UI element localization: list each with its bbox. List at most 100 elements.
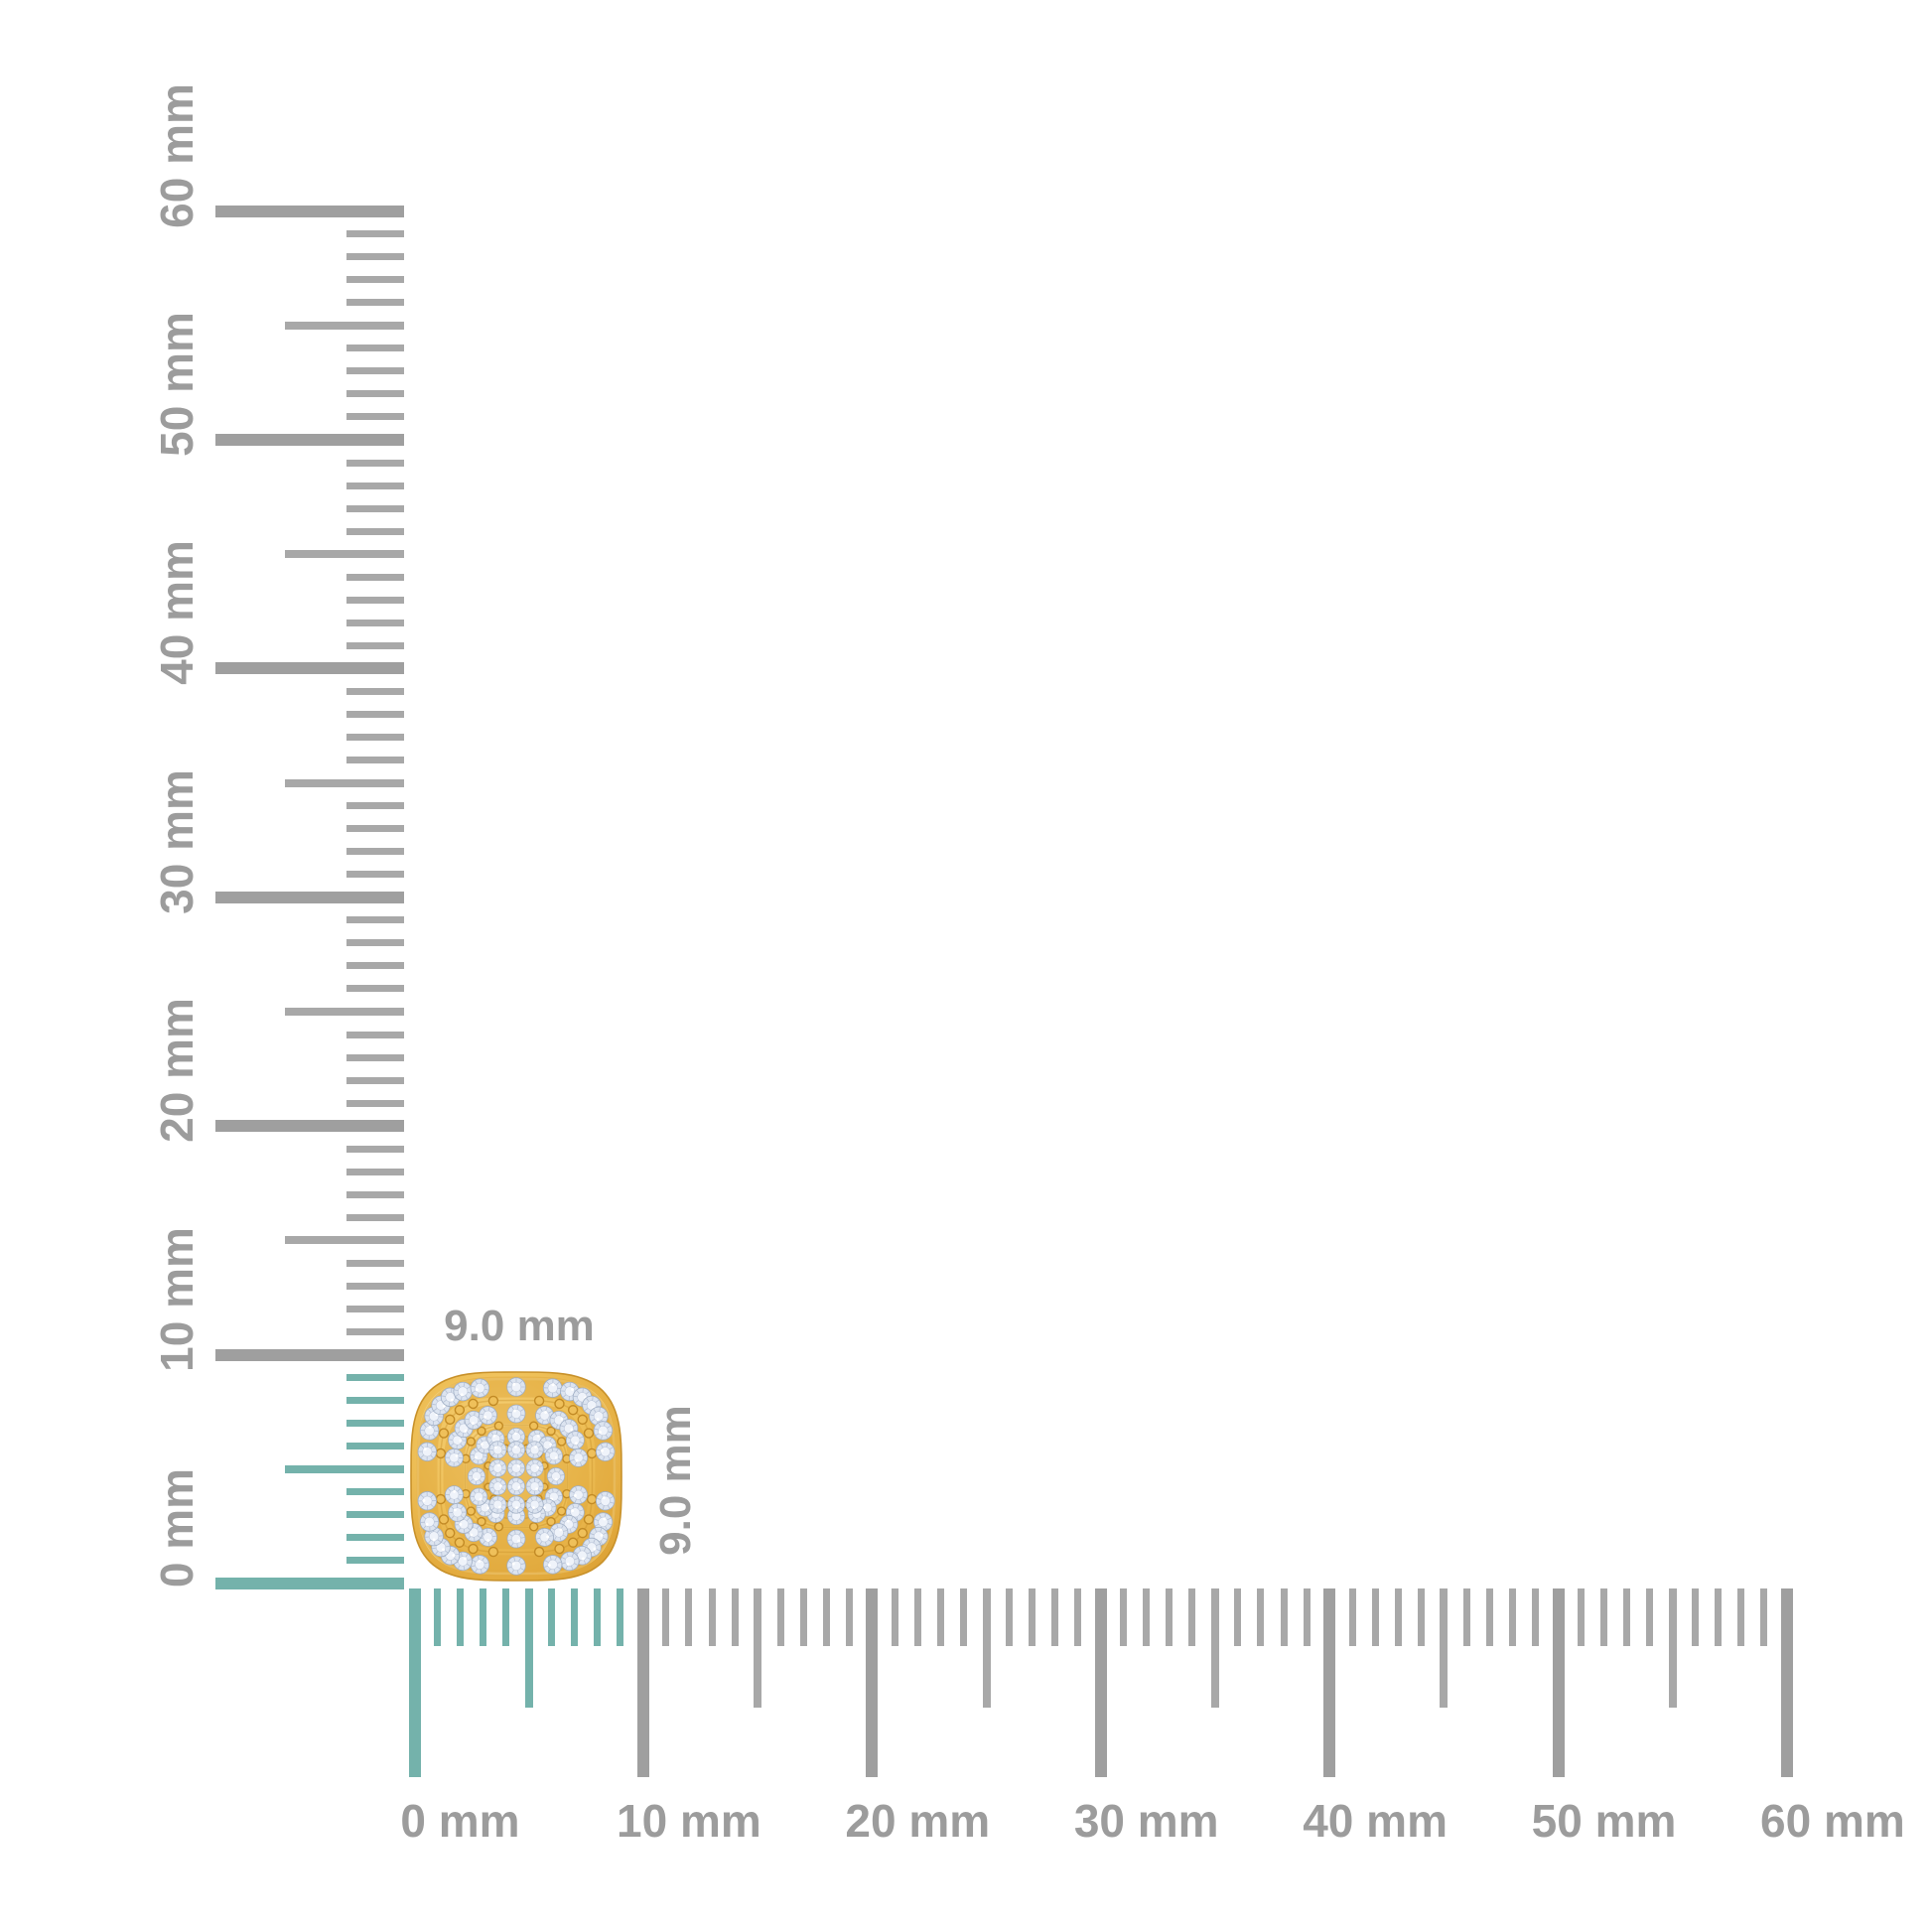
gold-bead [546,1516,556,1527]
h-ruler-tick [1029,1588,1036,1646]
h-ruler-tick [1074,1588,1082,1646]
v-ruler-tick [346,1488,404,1496]
gold-bead [466,1437,477,1447]
v-ruler-tick [346,1282,404,1290]
diamond-stone [447,1502,468,1523]
gold-bead [533,1395,545,1407]
h-ruler-tick [799,1588,807,1646]
v-ruler-tick [285,1236,404,1245]
h-ruler-tick [1143,1588,1151,1646]
gold-bead [477,1426,486,1437]
diamond-stone [487,1495,507,1515]
gold-bead [445,1414,456,1426]
h-ruler-tick [1623,1588,1631,1646]
v-ruler-tick [346,413,404,421]
v-ruler-tick [346,1328,404,1336]
v-ruler-tick [346,1213,404,1221]
v-ruler-tick [346,345,404,352]
h-ruler-tick [1234,1588,1242,1646]
h-ruler-tick [936,1588,944,1646]
h-ruler-tick [685,1588,693,1646]
gold-diamond-cushion-stud [410,1371,622,1582]
v-ruler-tick [346,482,404,489]
h-ruler-tick [1051,1588,1059,1646]
gold-bead [567,1405,579,1416]
h-ruler-tick [1323,1588,1336,1777]
v-ruler-label: 40 mm [151,540,203,686]
v-ruler-label: 30 mm [151,768,203,914]
h-ruler-tick [1485,1588,1493,1646]
v-ruler-tick [346,1306,404,1313]
gold-bead [586,1493,598,1505]
diamond-stone [444,1448,465,1468]
diamond-stone [525,1477,544,1496]
v-ruler-tick [285,778,404,787]
h-ruler-tick [776,1588,784,1646]
v-ruler-tick [346,962,404,970]
v-ruler-tick [215,1578,404,1589]
h-ruler-tick [822,1588,830,1646]
gold-bead [528,1522,539,1532]
gold-bead [493,1522,504,1532]
v-ruler-tick [346,1397,404,1405]
h-ruler-tick [1120,1588,1128,1646]
gold-bead [583,1428,595,1439]
v-ruler-tick [346,871,404,879]
gold-bead [477,1516,486,1527]
gold-bead [468,1398,479,1410]
gold-bead [586,1448,598,1459]
v-ruler-tick [215,205,404,217]
h-ruler-label: 60 mm [1760,1795,1905,1847]
v-ruler-tick [346,641,404,649]
v-ruler-tick [346,299,404,307]
h-ruler-tick [502,1588,510,1646]
gold-bead [556,1506,567,1516]
v-ruler-tick [346,916,404,924]
v-ruler-tick [215,1348,404,1361]
h-ruler-label: 20 mm [845,1795,991,1847]
gold-bead [554,1398,565,1410]
v-ruler-tick [346,939,404,947]
v-ruler-tick [346,1145,404,1153]
ridge-line [439,1399,594,1554]
h-ruler-tick [524,1588,533,1708]
diamond-stone [417,1442,438,1462]
h-ruler-tick [913,1588,921,1646]
h-ruler-tick [1600,1588,1608,1646]
v-ruler-label: 10 mm [151,1226,203,1372]
v-ruler-tick [346,802,404,810]
v-ruler-tick [346,459,404,467]
h-ruler-tick [1552,1588,1565,1777]
v-ruler-tick [346,573,404,581]
gold-bead [435,1448,447,1459]
h-ruler-tick [1188,1588,1196,1646]
gold-bead [435,1493,447,1505]
h-ruler-tick [1715,1588,1723,1646]
h-ruler-tick [1692,1588,1700,1646]
h-ruler-tick [1668,1588,1677,1708]
v-ruler-label: 20 mm [151,998,203,1144]
v-ruler-tick [346,1099,404,1107]
h-ruler-label: 0 mm [400,1795,520,1847]
h-ruler-tick [891,1588,898,1646]
v-ruler-tick [215,1120,404,1133]
h-ruler-tick [1394,1588,1402,1646]
h-ruler-tick [1094,1588,1107,1777]
v-ruler-tick [346,230,404,238]
diamond-stone [469,1487,488,1507]
h-ruler-tick [1780,1588,1793,1777]
h-ruler-tick [754,1588,762,1708]
v-ruler-tick [346,1511,404,1519]
h-ruler-tick [1760,1588,1768,1646]
h-ruler-tick [1462,1588,1470,1646]
h-ruler-tick [1371,1588,1379,1646]
v-ruler-tick [346,985,404,993]
h-ruler-tick [982,1588,991,1708]
gold-bead [577,1527,588,1539]
v-ruler-tick [346,619,404,626]
h-ruler-label: 50 mm [1531,1795,1677,1847]
gold-bead [454,1405,466,1416]
v-ruler-label: 0 mm [151,1467,203,1588]
h-ruler-tick [457,1588,465,1646]
